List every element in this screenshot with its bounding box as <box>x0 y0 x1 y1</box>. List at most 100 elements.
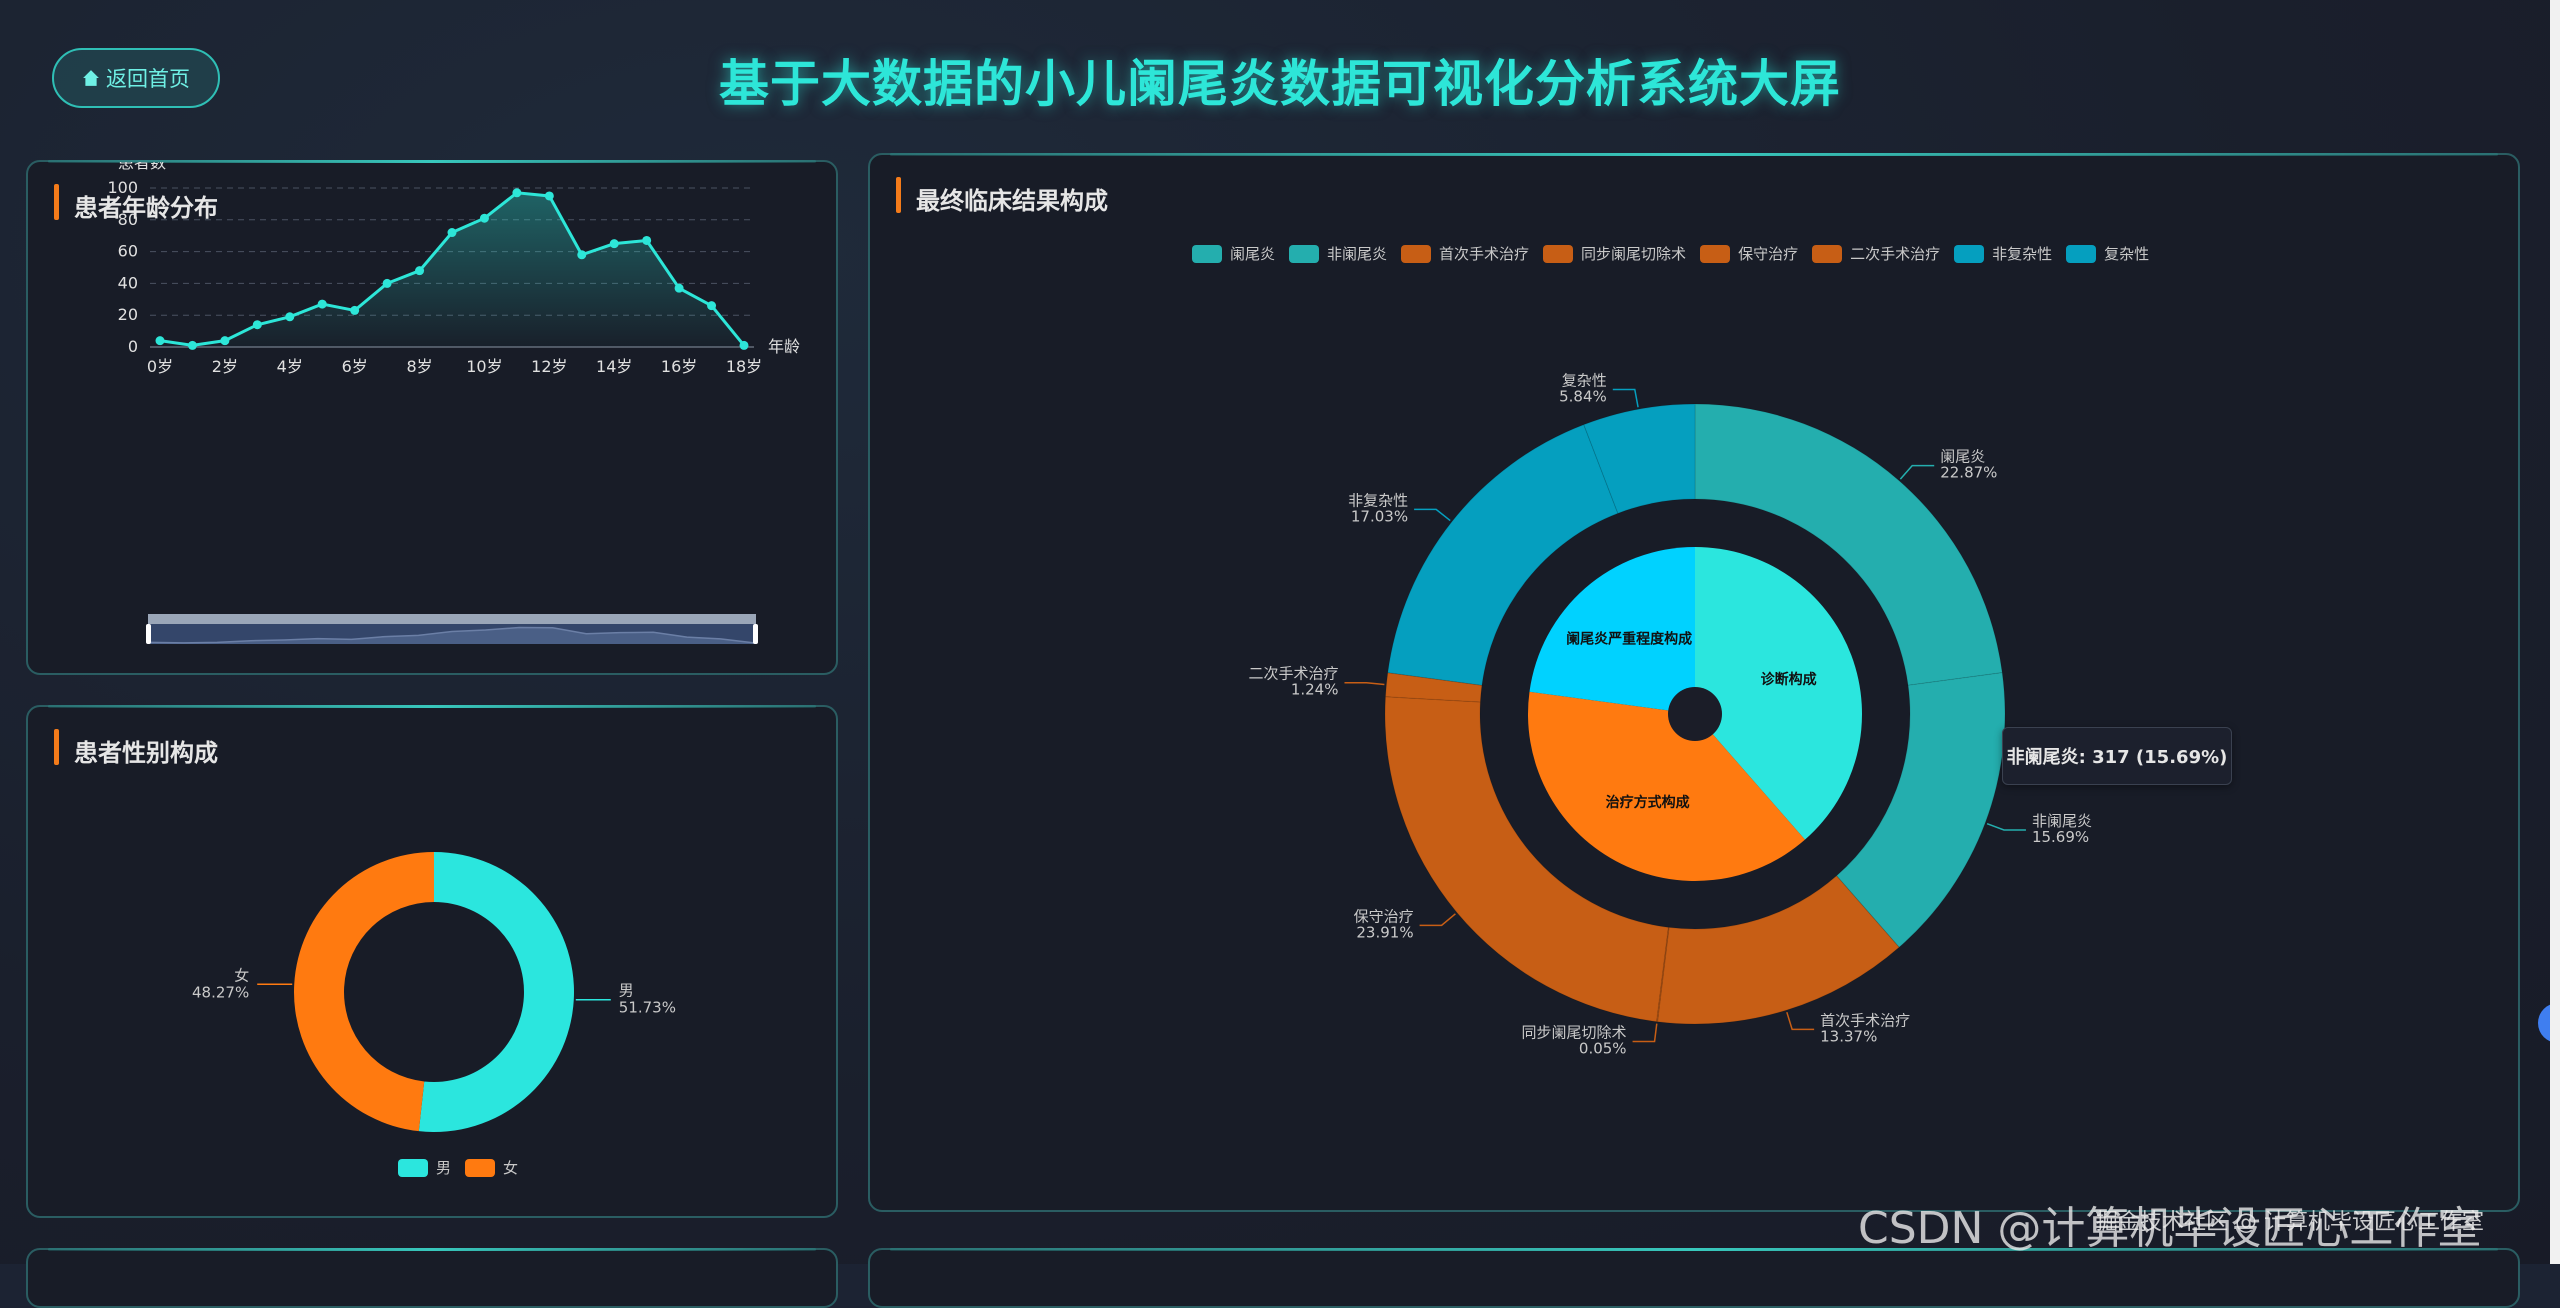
donut-slice-男 <box>418 852 574 1132</box>
data-point <box>382 278 392 288</box>
slice-label: 男 <box>619 982 634 1000</box>
legend-label: 男 <box>436 1159 452 1177</box>
data-point <box>187 340 197 350</box>
outer-slice-首次手术治疗 <box>1656 875 1900 1025</box>
slice-label: 女 <box>234 966 249 984</box>
data-point <box>220 336 230 346</box>
y-tick-label: 20 <box>118 305 138 324</box>
outer-slice-label: 阑尾炎 <box>1940 448 1985 466</box>
x-tick-label: 8岁 <box>406 357 432 376</box>
legend-item-复杂性[interactable]: 复杂性 <box>2066 243 2149 264</box>
legend-label: 非复杂性 <box>1992 245 2053 263</box>
outer-slice-label: 非阑尾炎 <box>2032 812 2092 830</box>
y-tick-label: 0 <box>128 337 138 356</box>
bottom-left-panel <box>26 1248 838 1308</box>
legend-swatch <box>1192 244 1222 263</box>
x-tick-label: 12岁 <box>531 357 567 376</box>
home-icon <box>83 70 99 86</box>
outer-slice-percent: 23.91% <box>1356 923 1413 941</box>
y-tick-label: 60 <box>118 242 138 261</box>
legend-item-同步阑尾切除术[interactable]: 同步阑尾切除术 <box>1543 243 1686 264</box>
legend-swatch <box>2066 244 2097 263</box>
datazoom-bar <box>148 614 756 624</box>
legend-label: 首次手术治疗 <box>1439 245 1530 263</box>
x-tick-label: 4岁 <box>277 357 303 376</box>
data-point <box>155 336 165 346</box>
clinical-legend: 阑尾炎 非阑尾炎 首次手术治疗 同步阑尾切除术 保守治疗 二次手术治疗 非复杂性 复杂性 <box>1192 243 2149 264</box>
datazoom-handle-left <box>146 624 151 644</box>
legend-label: 女 <box>503 1159 519 1177</box>
page-title: 基于大数据的小儿阑尾炎数据可视化分析系统大屏 <box>719 55 1841 113</box>
watermark-overlay: 掘金技术社区 @ 计算机毕设匠心工作室 <box>2096 1210 2484 1235</box>
gender-panel: 患者性别构成 男 51.73% 女 48.27% 男女 <box>26 705 838 1218</box>
datazoom-handle-right <box>753 624 758 644</box>
legend-item-男[interactable]: 男 <box>398 1157 451 1178</box>
legend-item-女[interactable]: 女 <box>465 1157 518 1178</box>
x-tick-label: 16岁 <box>661 357 697 376</box>
outer-slice-阑尾炎 <box>1694 403 2003 686</box>
legend-item-非阑尾炎[interactable]: 非阑尾炎 <box>1289 243 1387 264</box>
outer-slice-percent: 13.37% <box>1820 1027 1877 1045</box>
data-point <box>415 266 425 276</box>
y-tick-label: 100 <box>107 178 138 197</box>
data-point <box>317 299 327 309</box>
legend-label: 二次手术治疗 <box>1850 245 1941 263</box>
pie-center-hole <box>1668 687 1722 741</box>
page-scrollbar[interactable] <box>2550 0 2560 1264</box>
data-point <box>252 320 262 330</box>
bottom-right-panel <box>868 1248 2520 1308</box>
home-button[interactable]: 返回首页 <box>52 48 220 108</box>
inner-slice-label: 治疗方式构成 <box>1606 794 1690 811</box>
inner-slice <box>1695 547 1862 840</box>
clinical-nested-pie-chart[interactable]: 诊断构成治疗方式构成阑尾炎严重程度构成阑尾炎22.87%非阑尾炎15.69%首次… <box>870 155 2522 1214</box>
outer-slice-percent: 17.03% <box>1351 507 1408 525</box>
y-tick-label: 40 <box>118 273 138 292</box>
outer-slice-同步阑尾切除术 <box>1655 926 1670 1023</box>
data-point <box>447 228 457 238</box>
x-axis-title: 年龄 <box>768 337 800 356</box>
age-distribution-panel: 患者年龄分布 患者数 0 20 40 60 80 100 0岁 2岁 4岁 6岁 8岁 10岁 12岁 14… <box>26 160 838 675</box>
slice-percent: 51.73% <box>619 999 676 1017</box>
legend-item-二次手术治疗[interactable]: 二次手术治疗 <box>1812 243 1940 264</box>
data-point <box>544 191 554 201</box>
inner-slice <box>1528 691 1805 881</box>
panel-title: 最终临床结果构成 <box>896 177 1108 216</box>
outer-slice-label: 复杂性 <box>1562 372 1607 390</box>
data-point <box>674 283 684 293</box>
slice-percent: 48.27% <box>192 983 249 1001</box>
inner-slice-label: 阑尾炎严重程度构成 <box>1566 631 1692 648</box>
x-tick-label: 2岁 <box>212 357 238 376</box>
legend-item-非复杂性[interactable]: 非复杂性 <box>1954 243 2052 264</box>
inner-slice <box>1529 547 1695 714</box>
x-tick-label: 14岁 <box>596 357 632 376</box>
donut-slice-女 <box>294 852 434 1132</box>
outer-slice-label: 同步阑尾切除术 <box>1522 1024 1627 1042</box>
data-point <box>512 188 522 198</box>
clinical-outcome-panel: 最终临床结果构成 阑尾炎 非阑尾炎 首次手术治疗 同步阑尾切除术 保守治疗 二次手术治疗非… <box>868 153 2520 1212</box>
outer-slice-label: 首次手术治疗 <box>1820 1011 1910 1029</box>
legend-item-保守治疗[interactable]: 保守治疗 <box>1700 243 1798 264</box>
x-tick-label: 0岁 <box>147 357 173 376</box>
gender-donut-chart[interactable]: 男51.73%女48.27% <box>28 707 840 1220</box>
outer-slice-percent: 22.87% <box>1940 464 1997 482</box>
legend-item-阑尾炎[interactable]: 阑尾炎 <box>1192 243 1275 264</box>
x-tick-label: 6岁 <box>342 357 368 376</box>
panel-title: 患者年龄分布 <box>54 184 218 223</box>
watermark: CSDN @计算机毕设匠心工作室 <box>1858 1203 2482 1254</box>
age-line-chart[interactable]: 患者数 0 20 40 60 80 100 0岁 2岁 4岁 6岁 8岁 10岁 12岁 14岁 16岁 18岁… <box>28 162 840 677</box>
outer-slice-percent: 15.69% <box>2032 828 2089 846</box>
data-point <box>479 213 489 223</box>
legend-swatch <box>1543 244 1574 263</box>
outer-slice-label: 非复杂性 <box>1348 491 1408 509</box>
panel-title: 患者性别构成 <box>54 729 218 768</box>
legend-item-首次手术治疗[interactable]: 首次手术治疗 <box>1401 243 1529 264</box>
outer-slice-非阑尾炎 <box>1835 672 2006 949</box>
inner-slice-label: 诊断构成 <box>1761 671 1817 688</box>
data-point <box>350 305 360 315</box>
legend-swatch <box>1289 244 1320 263</box>
outer-slice-保守治疗 <box>1384 696 1669 1023</box>
legend-swatch <box>1812 244 1843 263</box>
home-button-label: 返回首页 <box>106 67 190 91</box>
y-axis-title: 患者数 <box>118 162 166 172</box>
data-point <box>642 235 652 245</box>
